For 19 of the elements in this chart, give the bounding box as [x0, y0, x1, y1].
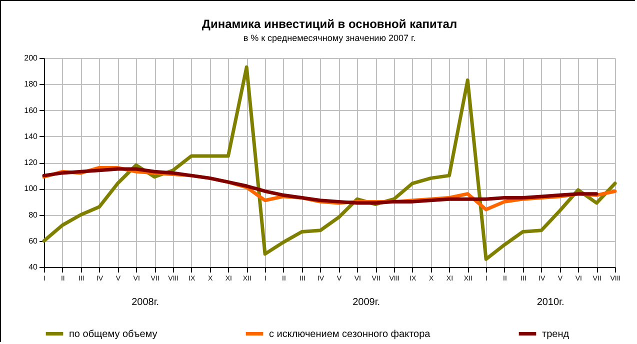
- legend-label: по общему объему: [69, 328, 158, 340]
- y-tick-label: 160: [24, 106, 38, 115]
- legend-label: тренд: [542, 328, 570, 340]
- text: 2009г.: [352, 297, 380, 308]
- legend-label: с исключением сезонного фактора: [269, 328, 431, 340]
- line-series: [42, 65, 617, 261]
- text: 2010г.: [536, 297, 564, 308]
- y-tick-label: 100: [24, 184, 38, 194]
- y-tick-label: 180: [24, 80, 38, 89]
- y-tick-label: 140: [24, 132, 38, 141]
- y-tick-label: 120: [24, 158, 38, 167]
- y-tick-label: 60: [28, 236, 38, 246]
- y-tick-label: 40: [28, 262, 38, 272]
- line-series: [42, 167, 598, 205]
- y-tick-label: 80: [28, 210, 38, 220]
- text: 2008г.: [132, 297, 160, 308]
- chart-title: Динамика инвестиций в основной капитал: [202, 17, 458, 31]
- chart-subtitle: в % к среднемесячному значению 2007 г.: [243, 33, 416, 43]
- y-tick-label: 200: [24, 54, 38, 62]
